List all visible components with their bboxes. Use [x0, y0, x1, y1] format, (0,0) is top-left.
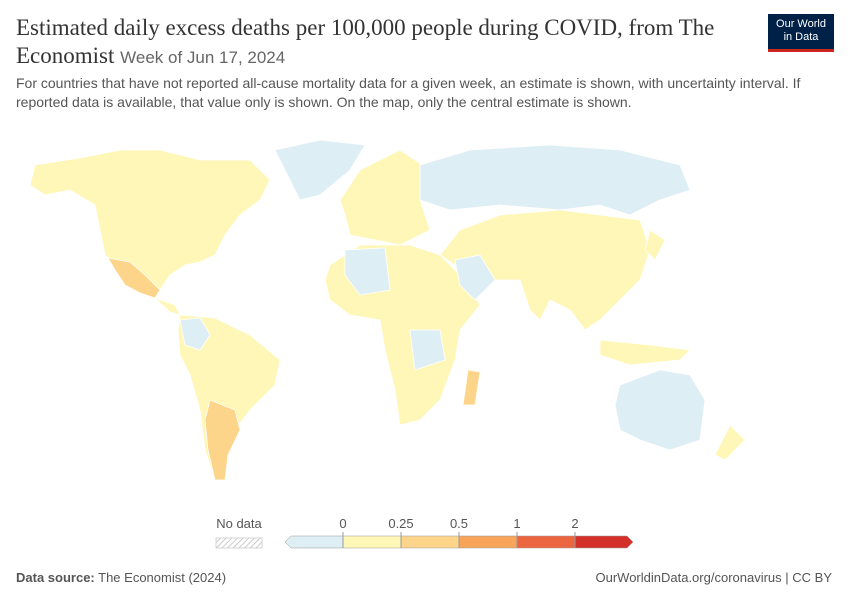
colombia-peru[interactable] — [179, 317, 211, 351]
legend-bin — [342, 535, 402, 549]
russia[interactable] — [419, 144, 691, 216]
logo-line: Our World — [776, 18, 826, 30]
new-zealand[interactable] — [714, 424, 746, 461]
legend-bin — [516, 535, 576, 549]
countries — [29, 139, 746, 481]
url[interactable]: OurWorldinData.org/coronavirus | CC BY — [595, 570, 832, 585]
source-text: The Economist (2024) — [98, 570, 227, 585]
argentina[interactable] — [204, 399, 241, 481]
source-label: Data source: — [16, 570, 95, 585]
logo[interactable]: Our World in Data — [768, 14, 834, 52]
source: Data source: The Economist (2024) — [16, 570, 226, 585]
legend-bin — [284, 535, 344, 549]
logo-line: in Data — [783, 31, 819, 43]
no-data-swatch — [215, 537, 263, 549]
title-text: Estimated daily excess deaths per 100,00… — [16, 15, 715, 68]
legend-tick-label: 2 — [571, 516, 578, 531]
no-data-label: No data — [216, 516, 262, 531]
legend: 0 0.25 0.5 1 2 — [284, 516, 634, 549]
legend-tick-label: 0.25 — [388, 516, 413, 531]
europe[interactable] — [339, 149, 431, 246]
indonesia[interactable] — [599, 339, 691, 366]
legend-tick-label: 0 — [339, 516, 346, 531]
north-america[interactable] — [29, 149, 271, 291]
algeria[interactable] — [344, 247, 391, 296]
asia[interactable] — [439, 209, 651, 331]
legend-bin — [400, 535, 460, 549]
greenland[interactable] — [274, 139, 366, 201]
japan[interactable] — [644, 229, 666, 261]
madagascar[interactable] — [462, 369, 481, 406]
central-america[interactable] — [154, 297, 181, 316]
congo[interactable] — [409, 329, 446, 371]
title: Estimated daily excess deaths per 100,00… — [16, 14, 736, 72]
legend-tick-label: 0.5 — [450, 516, 468, 531]
saudi-arabia[interactable] — [454, 254, 496, 301]
date: Week of Jun 17, 2024 — [120, 48, 286, 67]
legend-bin — [458, 535, 518, 549]
legend-bin — [574, 535, 634, 549]
australia[interactable] — [614, 369, 706, 451]
legend-tick-label: 1 — [513, 516, 520, 531]
subtitle: For countries that have not reported all… — [16, 75, 801, 110]
